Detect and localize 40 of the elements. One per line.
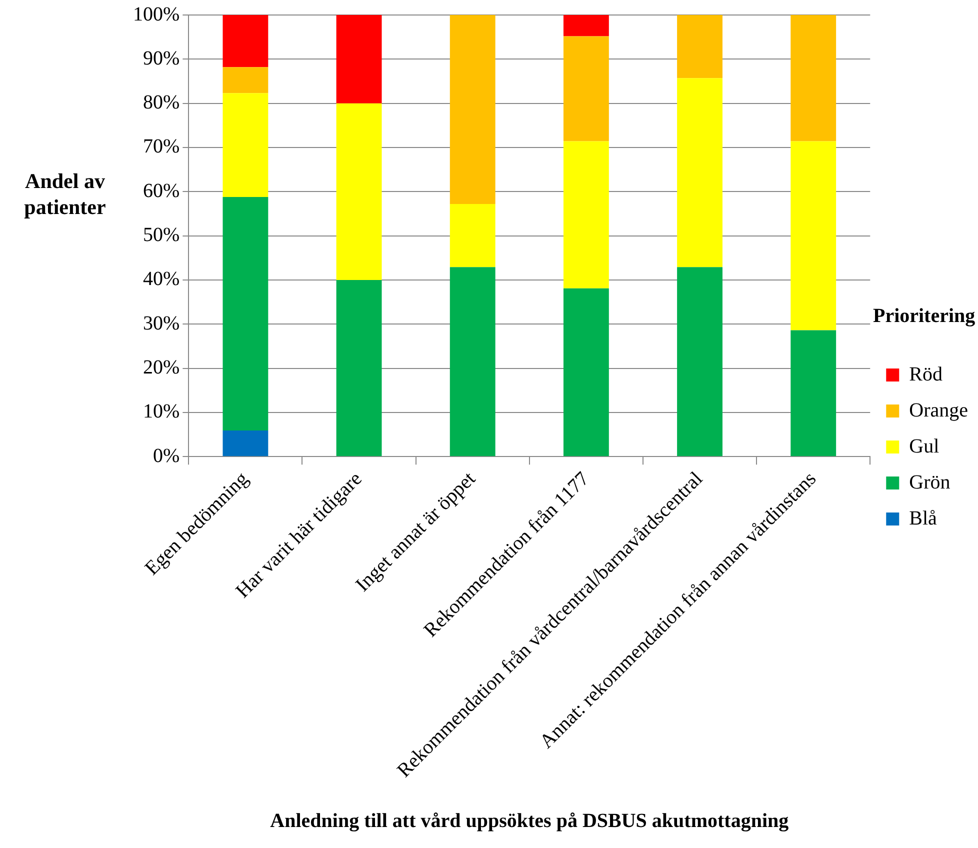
bar [677,78,722,268]
y-tick-label: 20% [142,356,180,379]
bar [222,67,268,94]
bar [677,267,722,456]
x-axis-title: Anledning till att vård uppsöktes på DSBUS akutmottagning [270,810,789,832]
y-tick-label: 100% [132,3,180,26]
y-tick-label: 90% [142,47,180,70]
bar [336,280,382,456]
y-tick-label: 0% [152,444,180,467]
bar [222,196,268,431]
y-tick-label: 10% [142,400,180,423]
legend-label: Blå [909,507,938,530]
bar [563,15,609,36]
legend-label: Gul [909,435,940,458]
y-tick-label: 60% [142,180,180,202]
legend-label: Röd [909,363,942,386]
y-tick-label: 50% [142,224,180,246]
bar [450,15,496,204]
bar [790,330,836,456]
bar [677,15,722,78]
bar [336,103,382,280]
bar [450,267,496,456]
y-tick-label: 30% [142,312,180,334]
legend-title: Prioritering [872,305,976,328]
bar [563,141,609,288]
bar [790,15,836,142]
legend-label: Orange [909,399,968,422]
bar [222,93,268,197]
bar [563,288,609,456]
y-axis-title: Andel av patienter [23,168,107,220]
bar [450,204,496,268]
bar [563,36,609,142]
bar [790,141,836,330]
bar [222,430,268,456]
bar [336,15,382,104]
legend-label: Grön [909,471,950,494]
y-tick-label: 40% [142,268,180,290]
y-tick-label: 80% [142,92,180,114]
y-tick-label: 70% [142,136,180,158]
bar [222,15,268,68]
